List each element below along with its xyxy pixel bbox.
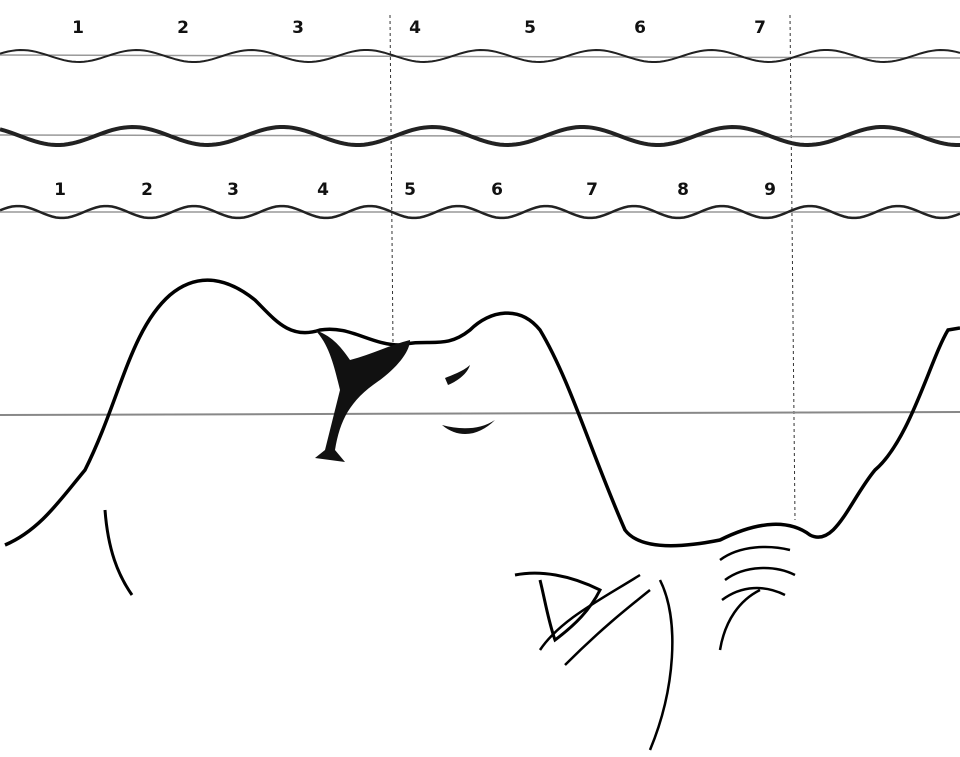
wave-line bbox=[0, 204, 960, 220]
wave-number: 1 bbox=[72, 18, 84, 38]
lips bbox=[315, 330, 410, 462]
wave-number: 4 bbox=[409, 18, 421, 38]
wave-line bbox=[0, 124, 960, 148]
dashed-line bbox=[789, 14, 796, 521]
wave-number: 1 bbox=[54, 180, 66, 200]
face-lines bbox=[538, 573, 674, 751]
wave-number: 7 bbox=[754, 18, 766, 38]
horizon-line bbox=[0, 411, 960, 416]
base-line bbox=[0, 54, 960, 59]
wave-number: 4 bbox=[317, 180, 329, 200]
cheek-line bbox=[103, 509, 134, 596]
wave-number: 7 bbox=[586, 180, 598, 200]
eye bbox=[514, 571, 603, 643]
wave-number: 8 bbox=[677, 180, 689, 200]
wave-number: 9 bbox=[764, 180, 776, 200]
wave-number: 3 bbox=[292, 18, 304, 38]
nostril bbox=[445, 365, 470, 385]
mouth-line bbox=[442, 420, 495, 435]
wave-number: 6 bbox=[634, 18, 646, 38]
wave-number: 5 bbox=[404, 180, 416, 200]
profile-line bbox=[4, 278, 960, 548]
hair-lines bbox=[718, 545, 796, 651]
wave-number: 5 bbox=[524, 18, 536, 38]
dashed-line bbox=[389, 14, 394, 346]
wave-number: 3 bbox=[227, 180, 239, 200]
wave-number: 6 bbox=[491, 180, 503, 200]
base-line bbox=[0, 134, 960, 138]
wave-line bbox=[0, 48, 960, 64]
wave-number: 2 bbox=[141, 180, 153, 200]
wave-number: 2 bbox=[177, 18, 189, 38]
